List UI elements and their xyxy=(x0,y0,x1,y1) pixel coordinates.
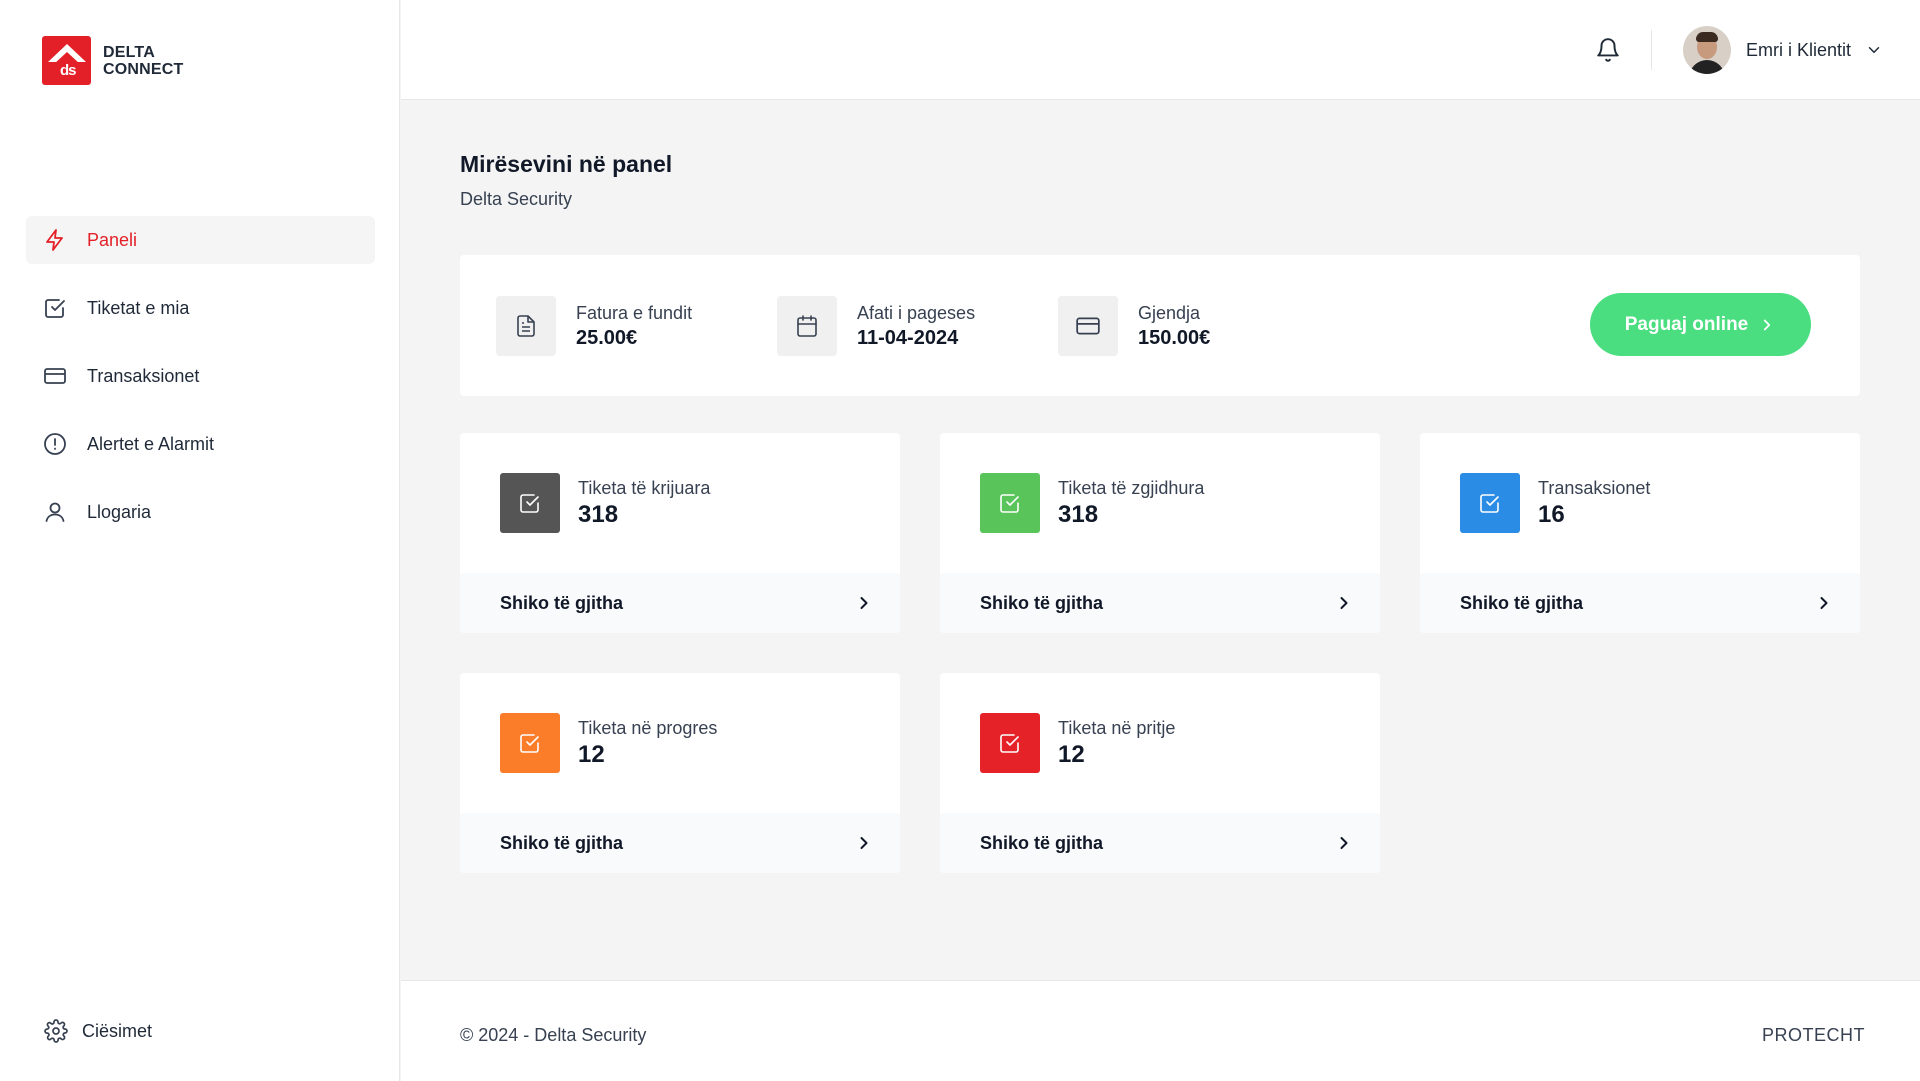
sidebar-item-paneli[interactable]: Paneli xyxy=(26,216,375,264)
view-all-label: Shiko të gjitha xyxy=(500,832,624,853)
summary-due-date: Afati i pageses 11-04-2024 xyxy=(777,296,975,356)
logo-line-2: CONNECT xyxy=(103,60,184,78)
gear-icon xyxy=(44,1018,70,1044)
sidebar-item-label: Alertet e Alarmit xyxy=(87,433,215,454)
chevron-right-icon xyxy=(860,597,868,609)
card-tickets-pending: Tiketa në pritje 12 Shiko të gjitha xyxy=(940,673,1380,873)
summary-value: 150.00€ xyxy=(1138,326,1211,349)
user-menu[interactable]: Emri i Klientit xyxy=(1683,26,1883,74)
view-all-label: Shiko të gjitha xyxy=(980,592,1104,613)
view-all-link[interactable]: Shiko të gjitha xyxy=(1420,573,1860,633)
card-tickets-created: Tiketa të krijuara 318 Shiko të gjitha xyxy=(460,433,900,633)
summary-balance: Gjendja 150.00€ xyxy=(1058,296,1210,356)
footer-copyright: © 2024 - Delta Security xyxy=(460,1025,647,1045)
logo-text: DELTA CONNECT xyxy=(103,44,184,78)
summary-value: 25.00€ xyxy=(576,326,638,349)
chevron-right-icon xyxy=(1764,319,1771,330)
summary-last-invoice: Fatura e fundit 25.00€ xyxy=(496,296,692,356)
page-subtitle: Delta Security xyxy=(460,189,573,209)
summary-label: Afati i pageses xyxy=(857,302,976,323)
card-transactions: Transaksionet 16 Shiko të gjitha xyxy=(1420,433,1860,633)
chevron-right-icon xyxy=(1340,597,1348,609)
checkbox-icon xyxy=(500,473,560,533)
card-value: 16 xyxy=(1538,500,1565,528)
checkbox-icon xyxy=(980,473,1040,533)
sidebar-item-alertet[interactable]: Alertet e Alarmit xyxy=(26,420,375,468)
bell-icon[interactable] xyxy=(1595,37,1621,63)
user-icon xyxy=(42,499,68,525)
calendar-icon xyxy=(777,296,837,356)
summary-value: 11-04-2024 xyxy=(857,326,959,349)
sidebar-item-label: Tiketat e mia xyxy=(87,297,190,318)
card-value: 318 xyxy=(578,500,619,528)
card-tickets-resolved: Tiketa të zgjidhura 318 Shiko të gjitha xyxy=(940,433,1380,633)
view-all-label: Shiko të gjitha xyxy=(1460,592,1584,613)
pay-online-label: Paguaj online xyxy=(1624,313,1749,335)
chevron-right-icon xyxy=(1340,837,1348,849)
card-label: Tiketa në progres xyxy=(578,717,718,738)
logo-mark: ds xyxy=(42,36,91,85)
view-all-link[interactable]: Shiko të gjitha xyxy=(460,573,900,633)
settings-label: Ciësimet xyxy=(82,1020,153,1041)
view-all-link[interactable]: Shiko të gjitha xyxy=(460,813,900,873)
header-divider xyxy=(1651,30,1652,70)
summary-label: Fatura e fundit xyxy=(576,302,693,323)
card-label: Tiketa në pritje xyxy=(1058,717,1176,738)
checkbox-icon xyxy=(42,295,68,321)
sidebar-item-label: Transaksionet xyxy=(87,365,200,386)
card-value: 12 xyxy=(578,740,605,768)
brand-logo[interactable]: ds DELTA CONNECT xyxy=(42,36,184,85)
chevron-right-icon xyxy=(860,837,868,849)
sidebar-nav: Paneli Tiketat e mia Transaksionet Alert… xyxy=(26,216,375,556)
chevron-down-icon xyxy=(1868,47,1880,53)
billing-summary: Fatura e fundit 25.00€ Afati i pageses 1… xyxy=(460,255,1860,396)
bolt-icon xyxy=(42,227,68,253)
logo-line-1: DELTA xyxy=(103,43,155,61)
settings-link[interactable]: Ciësimet xyxy=(44,1018,152,1044)
sidebar-item-label: Paneli xyxy=(87,229,138,250)
card-label: Tiketa të zgjidhura xyxy=(1058,477,1205,498)
page-footer: © 2024 - Delta Security PROTECHT xyxy=(401,980,1920,1081)
summary-label: Gjendja xyxy=(1138,302,1201,323)
checkbox-icon xyxy=(1460,473,1520,533)
card-label: Transaksionet xyxy=(1538,477,1651,498)
sidebar-item-tiketat[interactable]: Tiketat e mia xyxy=(26,284,375,332)
page-title: Mirësevini në panel xyxy=(460,151,673,177)
avatar xyxy=(1683,26,1731,74)
alert-circle-icon xyxy=(42,431,68,457)
sidebar-item-transaksionet[interactable]: Transaksionet xyxy=(26,352,375,400)
credit-card-icon xyxy=(1058,296,1118,356)
view-all-link[interactable]: Shiko të gjitha xyxy=(940,813,1380,873)
pay-online-button[interactable]: Paguaj online xyxy=(1590,293,1811,356)
sidebar: ds DELTA CONNECT Paneli Tiketat e mia Tr… xyxy=(0,0,400,1081)
chevron-right-icon xyxy=(1820,597,1828,609)
sidebar-item-label: Llogaria xyxy=(87,501,152,522)
logo-mark-text: ds xyxy=(60,62,76,79)
footer-credit-link[interactable]: PROTECHT xyxy=(1762,1025,1865,1045)
view-all-label: Shiko të gjitha xyxy=(500,592,624,613)
card-tickets-in-progress: Tiketa në progres 12 Shiko të gjitha xyxy=(460,673,900,873)
checkbox-icon xyxy=(980,713,1040,773)
view-all-label: Shiko të gjitha xyxy=(980,832,1104,853)
document-icon xyxy=(496,296,556,356)
view-all-link[interactable]: Shiko të gjitha xyxy=(940,573,1380,633)
checkbox-icon xyxy=(500,713,560,773)
user-name: Emri i Klientit xyxy=(1746,39,1852,60)
card-value: 12 xyxy=(1058,740,1085,768)
sidebar-item-llogaria[interactable]: Llogaria xyxy=(26,488,375,536)
top-header: Emri i Klientit xyxy=(401,0,1920,100)
credit-card-icon xyxy=(42,363,68,389)
card-value: 318 xyxy=(1058,500,1099,528)
card-label: Tiketa të krijuara xyxy=(578,477,711,498)
